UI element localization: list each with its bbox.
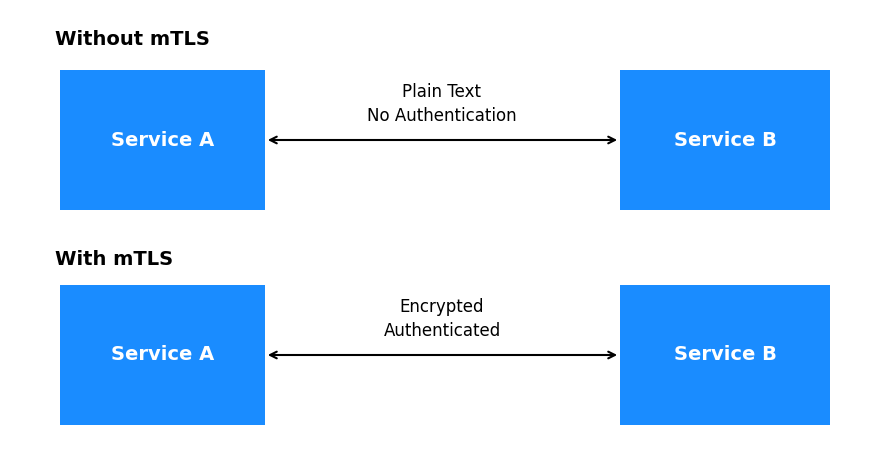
Text: With mTLS: With mTLS [55, 250, 173, 269]
Text: Encrypted
Authenticated: Encrypted Authenticated [384, 299, 501, 340]
Text: Service B: Service B [674, 130, 776, 149]
Text: Service B: Service B [674, 346, 776, 365]
Text: Service A: Service A [111, 130, 214, 149]
Text: Plain Text
No Authentication: Plain Text No Authentication [367, 83, 517, 125]
FancyBboxPatch shape [620, 285, 830, 425]
Text: Without mTLS: Without mTLS [55, 30, 210, 49]
Text: Service A: Service A [111, 346, 214, 365]
FancyBboxPatch shape [620, 70, 830, 210]
FancyBboxPatch shape [60, 70, 265, 210]
FancyBboxPatch shape [60, 285, 265, 425]
